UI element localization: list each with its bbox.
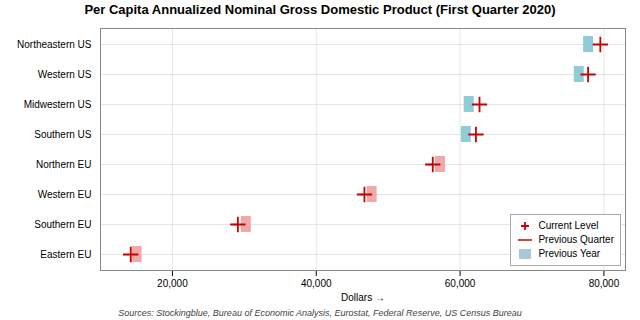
svg-text:Western US: Western US <box>38 69 92 80</box>
html-text:Previous Year: Previous Year <box>538 248 601 259</box>
svg-text:Eastern EU: Eastern EU <box>40 249 91 260</box>
svg-text:20,000: 20,000 <box>157 278 188 289</box>
svg-text:Northern EU: Northern EU <box>36 159 92 170</box>
html-text:Per Capita Annualized Nominal: Per Capita Annualized Nominal Gross Dome… <box>84 2 556 17</box>
html-text:Current Level: Current Level <box>538 220 599 231</box>
svg-text:Dollars →: Dollars → <box>341 292 385 303</box>
svg-text:80,000: 80,000 <box>589 278 620 289</box>
svg-text:Southern US: Southern US <box>34 129 92 140</box>
html-text:Previous Quarter: Previous Quarter <box>538 234 614 245</box>
svg-text:40,000: 40,000 <box>301 278 332 289</box>
svg-text:Northeastern US: Northeastern US <box>17 39 92 50</box>
svg-text:Southern EU: Southern EU <box>34 219 91 230</box>
svg-text:Midwestern US: Midwestern US <box>24 99 92 110</box>
svg-text:Western EU: Western EU <box>38 189 92 200</box>
html-text:Sources: Stockingblue, Bureau: Sources: Stockingblue, Bureau of Economi… <box>118 308 522 318</box>
svg-text:60,000: 60,000 <box>445 278 476 289</box>
